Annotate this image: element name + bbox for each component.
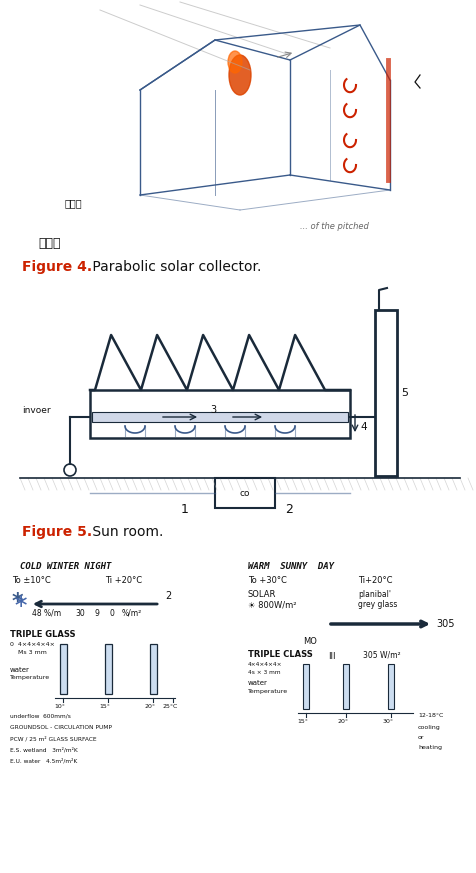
Text: TRIPLE CLASS: TRIPLE CLASS — [248, 650, 312, 659]
Text: or: or — [417, 735, 424, 740]
Text: Temperature: Temperature — [248, 689, 288, 694]
Text: Sun room.: Sun room. — [88, 525, 163, 539]
Text: COLD WINTER NIGHT: COLD WINTER NIGHT — [20, 562, 111, 571]
Text: TRIPLE GLASS: TRIPLE GLASS — [10, 630, 75, 639]
Text: To +30°C: To +30°C — [248, 576, 286, 585]
Text: 0  4×4×4×4×: 0 4×4×4×4× — [10, 642, 55, 647]
Text: 3: 3 — [209, 405, 216, 415]
Text: 阳光房: 阳光房 — [38, 237, 60, 250]
Text: 4s × 3 mm: 4s × 3 mm — [248, 670, 280, 675]
Text: 5: 5 — [400, 388, 407, 398]
Bar — [374, 310, 396, 476]
Text: Parabolic solar collector.: Parabolic solar collector. — [88, 260, 261, 274]
Text: 1: 1 — [181, 503, 188, 516]
Text: 2: 2 — [284, 503, 292, 516]
Text: PCW / 25 m² GLASS SURFACE: PCW / 25 m² GLASS SURFACE — [10, 736, 97, 741]
Text: ∗: ∗ — [13, 592, 30, 611]
Text: ☀ 800W/m²: ☀ 800W/m² — [248, 600, 296, 609]
Text: underflow  600mm/s: underflow 600mm/s — [10, 714, 71, 719]
Bar — [60, 644, 67, 694]
Text: 15°: 15° — [297, 719, 308, 724]
Text: 4×4×4×4×: 4×4×4×4× — [248, 662, 282, 667]
Ellipse shape — [228, 55, 250, 95]
Bar — [342, 664, 348, 709]
Bar — [215, 478, 275, 508]
Bar — [90, 390, 349, 438]
Text: 30°: 30° — [382, 719, 393, 724]
Text: 25°C: 25°C — [162, 704, 178, 709]
Text: co: co — [239, 489, 250, 498]
Text: 9: 9 — [95, 609, 99, 618]
Text: 4: 4 — [359, 422, 366, 432]
Text: 20°: 20° — [144, 704, 155, 709]
Text: E.S. wetland   3m²/m²K: E.S. wetland 3m²/m²K — [10, 747, 78, 753]
Text: 30: 30 — [75, 609, 85, 618]
Text: 10°: 10° — [54, 704, 65, 709]
Text: Ti+20°C: Ti+20°C — [357, 576, 392, 585]
Text: MO: MO — [302, 637, 316, 646]
Text: 12-18°C: 12-18°C — [417, 713, 443, 718]
Text: grey glass: grey glass — [357, 600, 397, 609]
Text: 48 %/m: 48 %/m — [32, 609, 61, 618]
Text: WARM  SUNNY  DAY: WARM SUNNY DAY — [248, 562, 333, 571]
Text: 20°: 20° — [337, 719, 348, 724]
Bar — [149, 644, 157, 694]
Text: 0: 0 — [110, 609, 115, 618]
Text: 阳光房: 阳光房 — [65, 198, 82, 208]
Bar — [105, 644, 112, 694]
Text: Ti +20°C: Ti +20°C — [105, 576, 142, 585]
Text: 305: 305 — [435, 619, 454, 629]
Text: 305 W/m²: 305 W/m² — [362, 650, 400, 659]
Text: water: water — [10, 667, 30, 673]
Text: water: water — [248, 680, 268, 686]
Ellipse shape — [228, 51, 241, 73]
Text: %/m²: %/m² — [122, 609, 142, 618]
Text: heating: heating — [417, 745, 441, 750]
Text: GROUNDSOL - CIRCULATION PUMP: GROUNDSOL - CIRCULATION PUMP — [10, 725, 112, 730]
Text: cooling: cooling — [417, 725, 440, 730]
Text: 15°: 15° — [99, 704, 110, 709]
Text: SOLAR: SOLAR — [248, 590, 276, 599]
Text: Ms 3 mm: Ms 3 mm — [10, 650, 47, 655]
Text: Figure 4.: Figure 4. — [22, 260, 92, 274]
Bar — [387, 664, 393, 709]
Text: Figure 5.: Figure 5. — [22, 525, 92, 539]
Text: To ±10°C: To ±10°C — [12, 576, 50, 585]
Text: invoer: invoer — [22, 406, 50, 415]
Text: E.U. water   4.5m²/m²K: E.U. water 4.5m²/m²K — [10, 758, 77, 764]
Text: 2: 2 — [165, 591, 171, 601]
Text: Temperature: Temperature — [10, 675, 50, 680]
Text: III: III — [327, 652, 335, 661]
Text: planibal': planibal' — [357, 590, 390, 599]
Text: ... of the pitched: ... of the pitched — [299, 222, 368, 231]
Bar — [302, 664, 308, 709]
Bar — [92, 412, 347, 422]
Text: *: * — [12, 592, 24, 612]
